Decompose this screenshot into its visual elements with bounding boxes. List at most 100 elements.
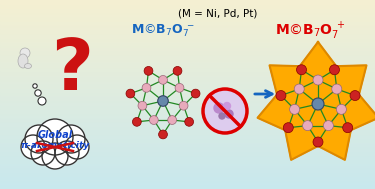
Bar [0,177,375,178]
Bar [0,23,375,24]
Circle shape [343,123,353,133]
Bar [0,174,375,175]
Bar [0,85,375,86]
Bar [0,38,375,39]
Bar [0,69,375,70]
Bar [0,124,375,125]
Bar [0,113,375,114]
Bar [0,17,375,18]
Bar [0,154,375,155]
Bar [0,162,375,163]
Bar [0,106,375,107]
Bar [0,60,375,61]
Bar [0,80,375,81]
Bar [0,166,375,167]
Bar [0,77,375,78]
Circle shape [144,67,153,75]
Circle shape [138,101,147,110]
Bar [0,78,375,79]
Text: (M = Ni, Pd, Pt): (M = Ni, Pd, Pt) [178,9,258,19]
Bar [0,147,375,148]
Text: π-aromaticity: π-aromaticity [20,142,90,150]
Bar [0,36,375,37]
Bar [0,89,375,90]
Bar [0,27,375,28]
Bar [0,51,375,52]
Bar [0,74,375,75]
Bar [0,168,375,169]
Bar [0,33,375,34]
Bar [0,14,375,15]
Bar [0,11,375,12]
Bar [0,118,375,119]
Bar [0,41,375,42]
Bar [0,132,375,133]
Text: M$\copyright$B$_7$O$_7^{\ +}$: M$\copyright$B$_7$O$_7^{\ +}$ [274,20,345,42]
Circle shape [276,91,286,101]
Circle shape [35,90,41,96]
Circle shape [42,143,68,169]
Bar [0,142,375,143]
Circle shape [336,104,346,114]
Bar [0,129,375,130]
Bar [0,110,375,111]
Bar [0,188,375,189]
Bar [0,72,375,73]
Circle shape [203,89,247,133]
Bar [0,134,375,135]
Circle shape [224,102,231,109]
Bar [0,109,375,110]
Bar [0,119,375,120]
Bar [0,68,375,69]
Bar [0,22,375,23]
Circle shape [20,48,30,58]
Bar [0,94,375,95]
Bar [0,32,375,33]
Bar [0,86,375,87]
Circle shape [126,89,135,98]
Bar [0,167,375,168]
Bar [0,31,375,32]
Bar [0,81,375,82]
Bar [0,83,375,84]
Bar [0,29,375,30]
Bar [0,172,375,173]
Bar [0,54,375,55]
Bar [0,130,375,131]
Bar [0,101,375,102]
Bar [0,61,375,62]
Bar [0,73,375,74]
Circle shape [158,96,168,106]
Circle shape [65,135,89,159]
Bar [0,75,375,76]
Bar [0,158,375,159]
Text: M$\copyright$B$_7$O$_7^{\ -}$: M$\copyright$B$_7$O$_7^{\ -}$ [131,23,195,39]
Bar [0,96,375,97]
Bar [0,52,375,53]
Bar [0,92,375,93]
Circle shape [185,117,194,126]
Bar [0,64,375,65]
Circle shape [37,119,73,155]
Circle shape [214,103,224,113]
Bar [0,152,375,153]
Ellipse shape [18,54,28,68]
Bar [0,128,375,129]
Bar [0,35,375,36]
Bar [0,67,375,68]
Circle shape [303,121,313,131]
Bar [0,24,375,25]
Bar [0,138,375,139]
Circle shape [332,84,342,94]
Bar [0,171,375,172]
Bar [0,53,375,54]
Bar [0,140,375,141]
Bar [0,2,375,3]
Bar [0,26,375,27]
Bar [0,98,375,99]
Circle shape [21,135,45,159]
Bar [0,8,375,9]
Bar [0,149,375,150]
Bar [0,150,375,151]
Bar [0,161,375,162]
